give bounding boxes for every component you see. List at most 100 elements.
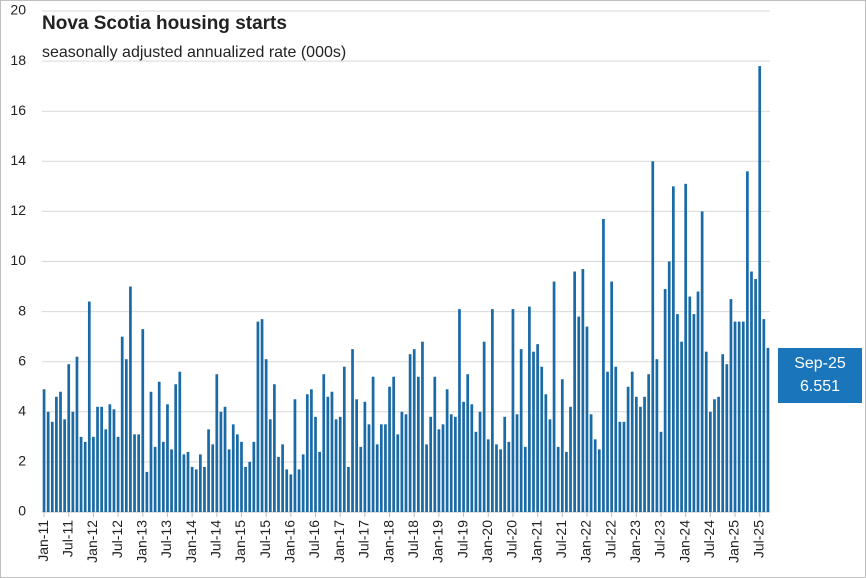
x-tick-label: Jul-24 — [701, 520, 717, 558]
bar — [741, 321, 745, 512]
bar — [482, 341, 486, 512]
bar — [688, 296, 692, 512]
bar — [79, 436, 83, 512]
bar — [573, 271, 576, 512]
bar — [528, 306, 531, 512]
bar — [754, 279, 757, 512]
bar — [314, 416, 317, 512]
x-tick-label: Jul-13 — [158, 520, 174, 558]
y-tick-label: 4 — [18, 403, 26, 419]
bar — [129, 286, 132, 512]
bar — [491, 309, 494, 512]
x-tick-label: Jul-16 — [306, 520, 322, 558]
y-tick-label: 12 — [10, 202, 26, 218]
bar — [256, 321, 260, 512]
bar — [260, 319, 264, 512]
bar — [717, 396, 720, 512]
bar — [388, 386, 391, 512]
bar — [83, 441, 87, 512]
bar — [252, 441, 256, 512]
bar — [289, 474, 293, 512]
bar — [651, 161, 655, 513]
bar — [124, 359, 128, 512]
bar — [363, 401, 367, 512]
bar — [108, 404, 112, 512]
x-tick-label: Jul-22 — [602, 520, 618, 558]
bar — [379, 424, 383, 512]
bar — [577, 316, 581, 512]
bar — [486, 439, 490, 512]
bar — [400, 411, 404, 512]
y-tick-label: 14 — [10, 152, 26, 168]
x-tick-label: Jan-16 — [282, 520, 298, 563]
bar — [733, 321, 737, 512]
bar — [750, 271, 753, 512]
bar — [338, 416, 342, 512]
bar — [116, 436, 120, 512]
bar — [104, 429, 108, 512]
x-tick-label: Jan-18 — [380, 520, 396, 563]
bar — [149, 391, 153, 512]
bar — [709, 411, 712, 512]
bar — [211, 444, 215, 512]
bar — [198, 454, 202, 512]
bar — [523, 446, 527, 512]
x-tick-label: Jan-12 — [84, 520, 100, 563]
bar — [55, 396, 58, 512]
bar — [342, 366, 346, 512]
x-tick-label: Jan-20 — [479, 520, 495, 563]
x-tick-label: Jan-23 — [627, 520, 643, 563]
bar — [602, 218, 605, 513]
bar — [437, 429, 441, 512]
bar — [170, 449, 173, 512]
bar — [581, 269, 585, 512]
bar — [367, 424, 371, 512]
bar — [474, 431, 478, 512]
bar — [166, 404, 169, 512]
x-tick-label: Jan-15 — [232, 520, 248, 563]
bar — [133, 434, 136, 512]
bar — [186, 451, 190, 512]
bar — [593, 439, 597, 512]
bar — [182, 454, 186, 512]
x-tick-label: Jan-24 — [676, 520, 692, 563]
x-tick-label: Jul-12 — [109, 520, 125, 558]
x-tick-label: Jul-18 — [405, 520, 421, 558]
bar — [227, 449, 231, 512]
bar — [120, 336, 124, 512]
x-tick-label: Jul-25 — [750, 520, 766, 558]
bar — [458, 309, 461, 512]
bar — [231, 424, 235, 512]
bar — [305, 394, 309, 512]
x-tick-label: Jan-25 — [726, 520, 742, 563]
bar — [449, 414, 453, 512]
bar — [326, 396, 330, 512]
bar — [404, 414, 408, 512]
bar — [50, 421, 54, 512]
plot-area: 0 2 4 6 8 10 12 14 16 18 20 Jan-11 Jul-11 Jan-12 Jul-1… — [10, 2, 770, 563]
bar — [412, 349, 416, 512]
bar — [643, 396, 646, 512]
bar — [737, 321, 741, 512]
bar — [762, 319, 766, 512]
bar — [507, 441, 511, 512]
bar — [219, 411, 223, 512]
bar — [194, 469, 198, 512]
bar — [244, 466, 247, 512]
bar — [63, 419, 66, 512]
bar — [544, 394, 548, 512]
bar — [647, 374, 651, 512]
bar — [281, 444, 284, 512]
bar — [433, 376, 437, 512]
bar — [240, 441, 243, 512]
bar — [466, 374, 470, 512]
bar — [322, 374, 326, 512]
bar — [676, 314, 679, 512]
bar — [560, 379, 564, 512]
x-tick-label: Jul-21 — [553, 520, 569, 558]
y-tick-label: 0 — [18, 503, 26, 519]
y-tick-label: 18 — [10, 52, 26, 68]
bar — [692, 314, 696, 512]
bar — [495, 444, 498, 512]
bar — [622, 421, 626, 512]
